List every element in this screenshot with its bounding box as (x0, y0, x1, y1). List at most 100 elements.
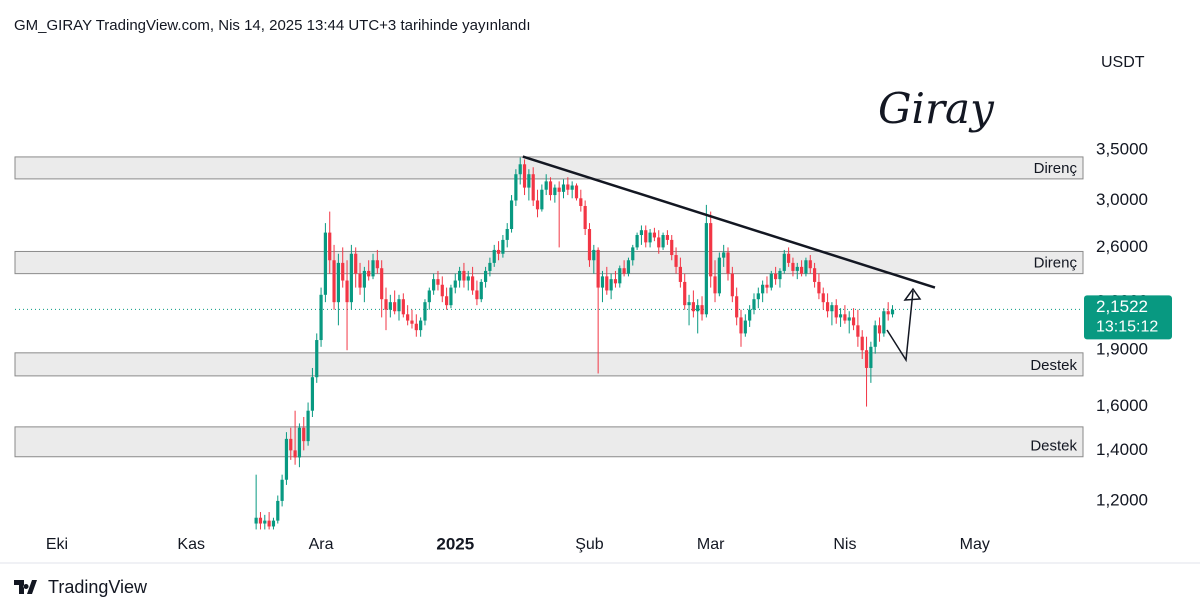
candle-body (393, 302, 397, 312)
candle-body (570, 185, 574, 190)
candle-body (566, 184, 570, 190)
candle-body (661, 235, 665, 248)
candle-body (483, 270, 488, 282)
y-tick-label: 3,5000 (1096, 139, 1148, 158)
candle-body (587, 229, 592, 261)
candle-body (644, 230, 648, 243)
x-tick-label: Ara (309, 536, 334, 553)
x-tick-label: May (960, 536, 990, 553)
candle-body (280, 479, 284, 501)
candle-body (678, 266, 682, 282)
candle-body (354, 253, 358, 274)
candle-body (765, 284, 769, 288)
x-tick-label: Şub (575, 536, 604, 553)
candle-body (527, 174, 531, 188)
x-tick-label: Eki (46, 536, 68, 553)
candle-body (648, 232, 652, 243)
candle-body (687, 302, 691, 306)
candle-body (574, 185, 579, 199)
candle-body (752, 299, 756, 310)
candle-body (293, 450, 297, 458)
candle-body (761, 284, 765, 294)
candle-body (600, 276, 605, 288)
candle-body (739, 317, 743, 334)
candle-body (258, 517, 263, 524)
x-tick-label: Nis (833, 536, 856, 553)
candle-body (419, 320, 423, 331)
candle-body (449, 287, 453, 306)
candle-body (479, 281, 483, 300)
candle-body (514, 174, 518, 201)
trendline (522, 155, 936, 289)
y-tick-label: 1,2000 (1096, 490, 1148, 509)
candle-body (782, 253, 786, 271)
candle-body (639, 230, 644, 236)
candle-body (553, 187, 557, 196)
candle-body (670, 239, 674, 256)
candle-body (466, 276, 470, 281)
candle-body (306, 410, 310, 442)
zone (14, 250, 1084, 275)
candle-body (869, 346, 873, 368)
candle-body (406, 314, 410, 321)
arrow-head (903, 287, 922, 301)
candle-body (427, 290, 431, 303)
candle-body (631, 247, 635, 261)
candle-body (492, 249, 496, 263)
candle-body (475, 290, 479, 300)
candle-body (838, 314, 843, 318)
candle-body (375, 260, 379, 269)
candle-body (674, 255, 678, 267)
arrow (886, 287, 922, 363)
candle-body (890, 309, 895, 315)
candle-body (821, 293, 825, 303)
candle-body (496, 249, 501, 254)
candle-body (717, 257, 721, 294)
candle-body (540, 189, 544, 210)
candle-body (691, 302, 695, 312)
candle-body (302, 427, 306, 442)
candle-body (289, 438, 293, 451)
zone-label: Direnç (1034, 255, 1078, 272)
candle-body (561, 184, 566, 192)
candle-body (458, 270, 462, 281)
logo-icon (14, 580, 37, 594)
candle-body (609, 279, 613, 291)
candle-body (358, 273, 362, 288)
candle-body (384, 299, 388, 310)
candle-body (812, 268, 817, 282)
candle-body (548, 181, 553, 196)
candle-body (886, 311, 890, 315)
candle-body (341, 262, 345, 281)
candle-body (462, 270, 466, 281)
candle-body (509, 200, 514, 230)
candle-body (635, 235, 639, 248)
zone (14, 156, 1084, 180)
candle-body (579, 198, 583, 206)
candle-body (501, 239, 505, 254)
candle-body (414, 323, 418, 331)
candle-body (778, 270, 782, 280)
candle-body (613, 279, 618, 284)
candle-body (743, 320, 747, 334)
candle-body (380, 268, 384, 300)
candle-body (518, 164, 522, 175)
candle-body (522, 164, 527, 188)
zone-label: Destek (1030, 438, 1077, 455)
zone-label: Direnç (1034, 160, 1078, 177)
candle-body (787, 253, 791, 263)
candle-body (713, 276, 717, 294)
candle-body (795, 266, 799, 271)
candle-body (332, 260, 336, 303)
countdown: 13:15:12 (1096, 319, 1158, 336)
y-tick-label: 1,4000 (1096, 440, 1148, 459)
candle-body (297, 427, 302, 458)
x-tick-label: Mar (697, 536, 725, 553)
plot: Direnç Direnç Destek Destek (14, 155, 1084, 530)
candle-body (535, 200, 540, 210)
signature: Giray (878, 84, 995, 133)
footer: TradingView (48, 577, 148, 597)
candle-body (683, 281, 687, 306)
candle-body (583, 205, 587, 230)
